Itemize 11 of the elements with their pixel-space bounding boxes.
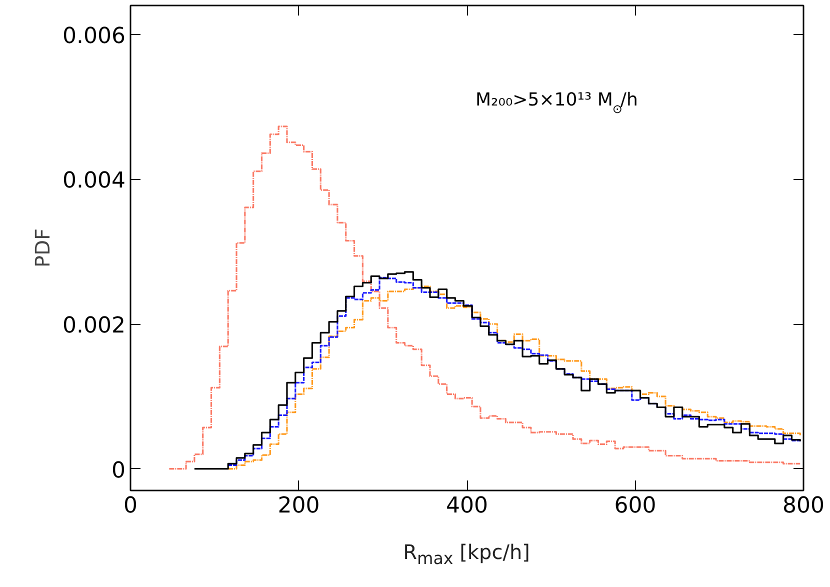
- x-tick-label: 800: [782, 494, 825, 518]
- y-tick-label: 0.002: [62, 314, 126, 339]
- x-tick-label: 400: [446, 494, 488, 518]
- x-tick-label: 200: [278, 494, 320, 518]
- y-tick-label: 0.006: [62, 24, 126, 49]
- y-tick-label: 0: [112, 458, 126, 484]
- y-tick-label: 0.004: [62, 168, 126, 194]
- x-tick-label: 600: [614, 494, 656, 518]
- y-axis-title: PDF: [30, 228, 55, 268]
- annotation: M₂₀₀>5×10¹³ M⊙/h: [476, 90, 638, 116]
- x-axis-title: R$_{max}$ [kpc/h]: [402, 540, 531, 570]
